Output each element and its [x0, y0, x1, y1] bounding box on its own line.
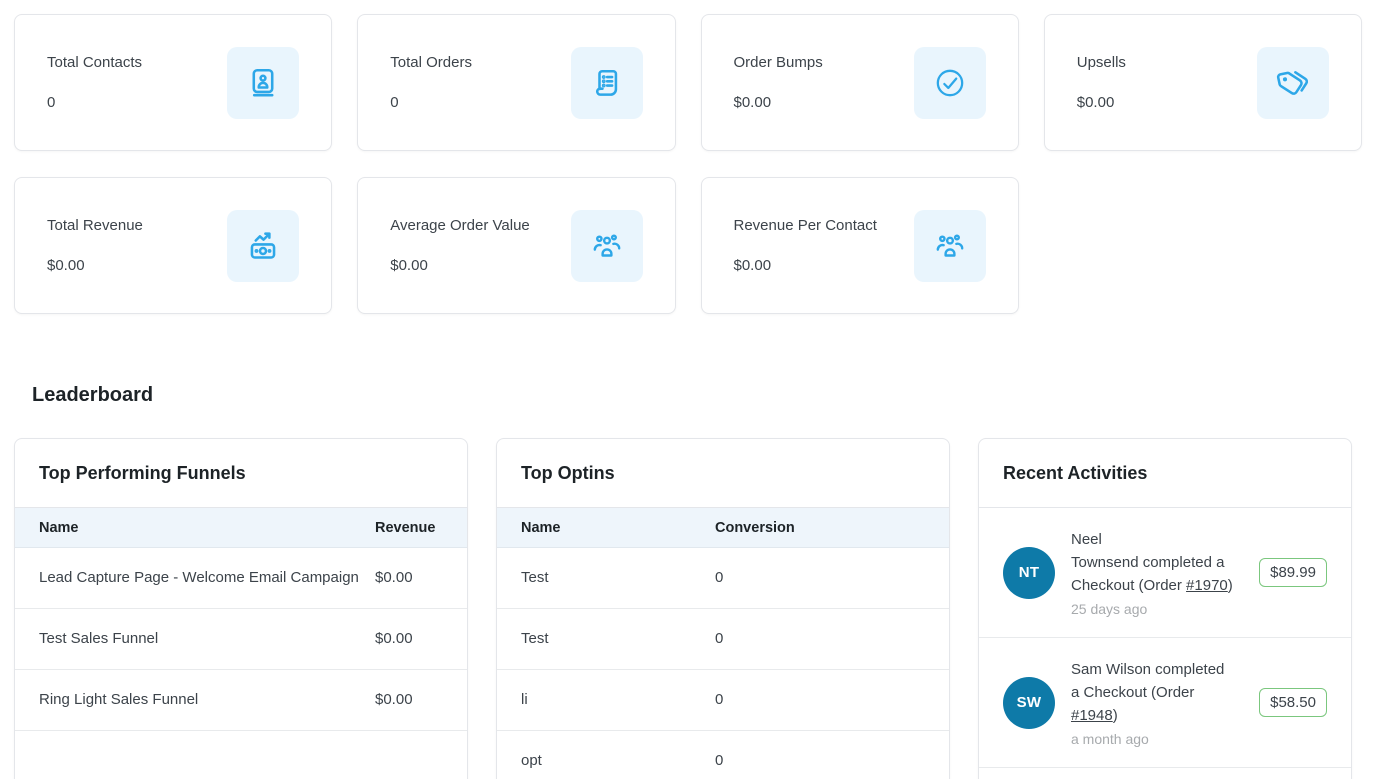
optin-conversion: 0 [715, 752, 724, 769]
optin-conversion: 0 [715, 691, 724, 708]
leaderboard-panels: Top Performing Funnels Name Revenue Lead… [14, 438, 1362, 779]
recent-activities-panel: Recent Activities NT Neel Townsend compl… [978, 438, 1352, 779]
stat-label: Total Orders [390, 54, 472, 71]
activity-text-before: Neel Townsend completed a Checkout (Orde… [1071, 531, 1225, 594]
panel-title: Recent Activities [979, 439, 1351, 508]
stat-label: Average Order Value [390, 217, 530, 234]
panel-title: Top Performing Funnels [15, 439, 467, 508]
stats-grid: Total Contacts 0 Total Orders 0 [14, 14, 1362, 314]
table-row: Ring Light Sales Funnel $0.00 [15, 670, 467, 731]
funnel-revenue: $0.00 [375, 569, 413, 586]
amount-badge: $89.99 [1259, 558, 1327, 587]
funnel-revenue: $0.00 [375, 691, 413, 708]
column-header-name: Name [39, 519, 79, 536]
activity-time: 25 days ago [1071, 601, 1148, 617]
funnel-name: Ring Light Sales Funnel [39, 691, 199, 708]
funnel-revenue: $0.00 [375, 630, 413, 647]
optin-name: Test [521, 630, 549, 647]
order-link[interactable]: #1970 [1186, 577, 1228, 594]
stat-value: $0.00 [733, 257, 772, 274]
check-circle-icon [913, 46, 986, 119]
stat-label: Total Revenue [47, 217, 143, 234]
table-row: opt 0 [497, 731, 949, 779]
banknote-trend-icon [227, 209, 300, 282]
column-header-revenue: Revenue [375, 519, 436, 536]
amount-badge: $58.50 [1259, 688, 1327, 717]
funnel-name: Lead Capture Page - Welcome Email Campai… [39, 569, 359, 586]
stat-card-upsells: Upsells $0.00 [1043, 14, 1362, 151]
table-row: Test 0 [497, 548, 949, 609]
stat-value: $0.00 [1076, 94, 1115, 111]
orders-receipt-icon [570, 46, 643, 119]
optin-name: opt [521, 752, 542, 769]
stat-value: $0.00 [390, 257, 428, 274]
stat-card-total-contacts: Total Contacts 0 [14, 14, 333, 151]
optin-conversion: 0 [715, 630, 724, 647]
stat-card-total-revenue: Total Revenue $0.00 [14, 177, 333, 314]
stat-label: Total Contacts [47, 54, 143, 71]
stat-card-total-orders: Total Orders 0 [357, 14, 676, 151]
optin-name: li [521, 691, 528, 708]
activity-text: Sam Wilson completed a Checkout (Order #… [1071, 658, 1237, 727]
activity-text-before: Sam Wilson completed a Checkout (Order [1071, 661, 1225, 701]
activity-text-after: ) [1112, 707, 1118, 724]
optin-conversion: 0 [715, 569, 724, 586]
activity-item: SW Sam Wilson completed a Checkout (Orde… [979, 638, 1351, 768]
tags-icon [1257, 46, 1329, 119]
table-row: Test 0 [497, 609, 949, 670]
funnels-table-header: Name Revenue [15, 508, 467, 548]
top-performing-funnels-panel: Top Performing Funnels Name Revenue Lead… [14, 438, 468, 779]
top-optins-panel: Top Optins Name Conversion Test 0 Test 0… [496, 438, 950, 779]
stat-label: Order Bumps [733, 54, 823, 71]
avatar: SW [1003, 676, 1055, 729]
users-group-icon [570, 209, 643, 282]
stat-value: $0.00 [47, 257, 85, 274]
funnel-name: Test Sales Funnel [39, 630, 159, 647]
users-group-icon [913, 209, 986, 282]
stat-label: Upsells [1076, 54, 1126, 71]
panel-title: Top Optins [497, 439, 949, 508]
stat-value: $0.00 [733, 94, 772, 111]
activity-text: Neel Townsend completed a Checkout (Orde… [1071, 528, 1237, 597]
stat-card-revenue-per-contact: Revenue Per Contact $0.00 [700, 177, 1019, 314]
stat-label: Revenue Per Contact [733, 217, 877, 234]
table-row: Test Sales Funnel $0.00 [15, 609, 467, 670]
column-header-name: Name [521, 519, 561, 536]
table-row: Lead Capture Page - Welcome Email Campai… [15, 548, 467, 609]
column-header-conversion: Conversion [715, 519, 795, 536]
order-link[interactable]: #1948 [1071, 707, 1113, 724]
activity-item: NT Neel Townsend completed a Checkout (O… [979, 508, 1351, 638]
contact-book-icon [227, 46, 300, 119]
stat-value: 0 [390, 94, 399, 111]
stat-value: 0 [47, 94, 56, 111]
optin-name: Test [521, 569, 549, 586]
leaderboard-heading: Leaderboard [32, 384, 154, 406]
stat-card-average-order-value: Average Order Value $0.00 [357, 177, 676, 314]
optins-table-header: Name Conversion [497, 508, 949, 548]
avatar: NT [1003, 546, 1055, 599]
activity-text-after: ) [1227, 577, 1233, 594]
stat-card-order-bumps: Order Bumps $0.00 [700, 14, 1019, 151]
stats-grid-spacer [1044, 177, 1362, 314]
table-row: li 0 [497, 670, 949, 731]
activity-time: a month ago [1071, 731, 1149, 747]
